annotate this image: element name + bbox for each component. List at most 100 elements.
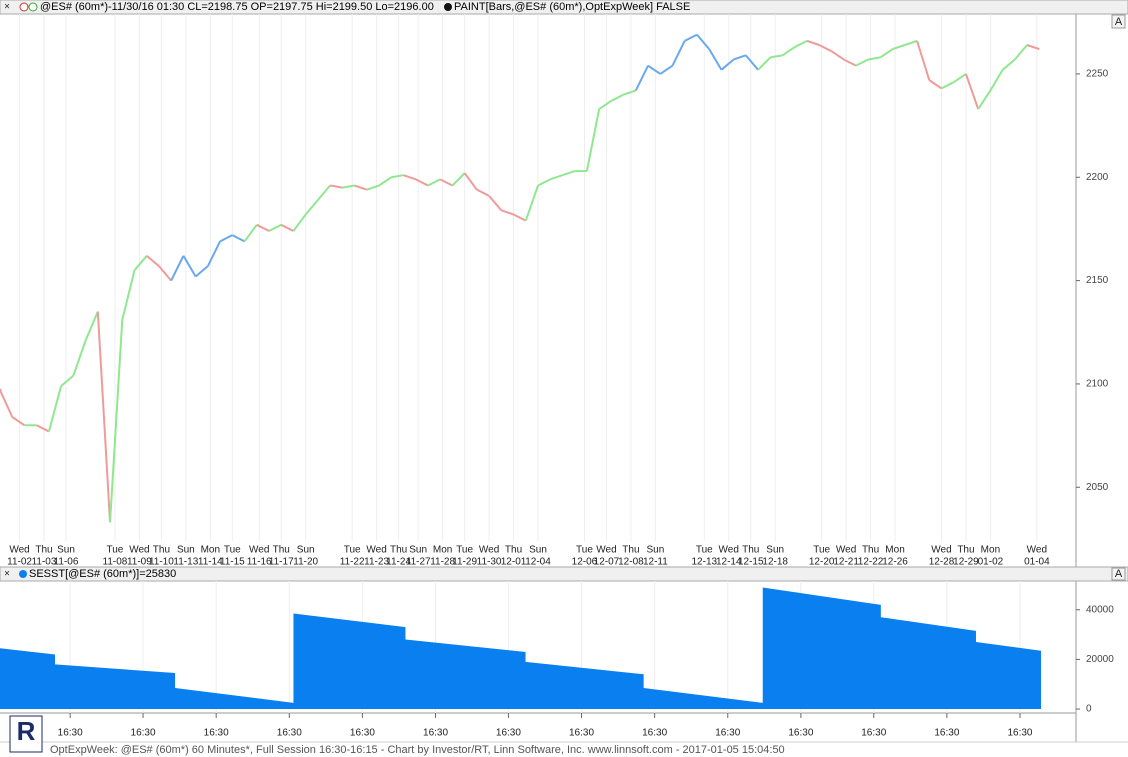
x-day-label: Sun — [529, 545, 547, 556]
x-date-label: 11-23 — [364, 557, 389, 568]
price-segment — [757, 56, 772, 71]
x-date-label: 12-14 — [716, 557, 742, 568]
indicator-icon[interactable] — [19, 2, 29, 12]
x-tick-label: 16:30 — [788, 728, 813, 739]
price-segment — [146, 255, 160, 267]
price-segment — [585, 108, 601, 172]
price-segment — [427, 178, 441, 187]
x-tick-label: 16:30 — [131, 728, 156, 739]
x-day-label: Wed — [9, 545, 29, 556]
x-date-label: 11-15 — [220, 557, 245, 568]
y-tick-label: 40000 — [1086, 604, 1114, 615]
x-date-label: 01-02 — [978, 557, 1004, 568]
x-date-label: 12-07 — [594, 557, 620, 568]
x-tick-label: 16:30 — [642, 728, 667, 739]
x-day-label: Wed — [366, 545, 386, 556]
y-tick-label: 2250 — [1086, 69, 1109, 80]
autoscale-button[interactable] — [1111, 14, 1126, 29]
price-segment — [892, 44, 906, 51]
x-date-label: 12-08 — [618, 557, 644, 568]
price-segment — [562, 170, 576, 177]
price-segment — [354, 184, 368, 191]
price-segment — [745, 54, 759, 71]
price-segment — [696, 34, 710, 50]
paint-title: PAINT[Bars,@ES# (60m*),OptExpWeek] FALSE — [454, 1, 690, 13]
x-date-label: 11-20 — [293, 557, 318, 568]
price-segment — [977, 89, 992, 110]
price-segment — [818, 44, 832, 53]
close-icon[interactable]: × — [4, 2, 10, 13]
x-day-label: Thu — [622, 545, 639, 556]
header-title: @ES# (60m*)-11/30/16 01:30 CL=2198.75 OP… — [40, 1, 434, 13]
price-segment — [292, 213, 307, 232]
x-date-label: 11-22 — [340, 557, 365, 568]
price-segment — [158, 265, 172, 282]
price-segment — [733, 54, 747, 61]
autoscale-label[interactable]: A — [1115, 568, 1123, 580]
x-day-label: Tue — [696, 545, 713, 556]
price-segment — [182, 255, 197, 277]
price-segment — [84, 311, 99, 341]
x-date-label: 12-15 — [738, 557, 764, 568]
x-day-label: Thu — [862, 545, 879, 556]
x-date-label: 11-29 — [452, 557, 477, 568]
x-date-label: 11-24 — [386, 557, 411, 568]
x-day-label: Sun — [646, 545, 664, 556]
price-segment — [781, 46, 796, 57]
x-day-label: Tue — [576, 545, 593, 556]
indicator-icon[interactable] — [28, 2, 38, 12]
panel-header — [0, 566, 1128, 582]
price-segment — [329, 184, 343, 189]
x-tick-label: 16:30 — [569, 728, 594, 739]
x-day-label: Wed — [719, 545, 739, 556]
x-date-label: 01-04 — [1024, 557, 1050, 568]
x-date-label: 11-16 — [247, 557, 272, 568]
price-segment — [194, 265, 209, 278]
x-day-label: Wed — [1027, 545, 1047, 556]
price-segment — [1014, 44, 1028, 61]
price-segment — [1026, 44, 1040, 51]
x-date-label: 12-29 — [953, 557, 979, 568]
price-segment — [965, 73, 980, 110]
price-segment — [843, 58, 857, 67]
indicator-icon — [19, 570, 27, 578]
x-day-label: Sun — [177, 545, 195, 556]
price-segment — [610, 93, 625, 102]
close-icon[interactable]: × — [4, 569, 10, 580]
paint-icon — [444, 3, 452, 11]
y-tick-label: 0 — [1086, 704, 1092, 715]
x-tick-label: 16:30 — [350, 728, 375, 739]
x-day-label: Thu — [35, 545, 52, 556]
y-tick-label: 2200 — [1086, 172, 1109, 183]
autoscale-button[interactable] — [1111, 567, 1126, 581]
price-segment — [634, 65, 649, 91]
price-segment — [867, 56, 881, 61]
x-day-label: Wed — [129, 545, 149, 556]
x-day-label: Mon — [433, 545, 452, 556]
x-date-label: 11-28 — [430, 557, 455, 568]
price-segment — [72, 340, 87, 376]
x-day-label: Tue — [344, 545, 361, 556]
panel-title: SESST[@ES# (60m*)]=25830 — [29, 568, 176, 580]
x-day-label: Sun — [766, 545, 784, 556]
x-date-label: 12-11 — [643, 557, 668, 568]
x-day-label: Mon — [981, 545, 1000, 556]
price-segment — [684, 33, 698, 42]
x-date-label: 12-04 — [525, 557, 551, 568]
x-tick-label: 16:30 — [715, 728, 740, 739]
price-segment — [537, 178, 551, 187]
x-date-label: 11-03 — [32, 557, 57, 568]
price-segment — [463, 172, 478, 191]
price-segment — [916, 40, 931, 81]
x-date-label: 11-14 — [198, 557, 223, 568]
price-segment — [1001, 58, 1016, 71]
sesst-area — [0, 587, 1042, 710]
x-date-label: 12-13 — [692, 557, 718, 568]
y-tick-label: 2150 — [1086, 275, 1109, 286]
autoscale-label[interactable]: A — [1115, 16, 1123, 28]
x-day-label: Thu — [957, 545, 974, 556]
price-segment — [60, 374, 75, 387]
x-tick-label: 16:30 — [423, 728, 448, 739]
x-date-label: 12-20 — [809, 557, 835, 568]
